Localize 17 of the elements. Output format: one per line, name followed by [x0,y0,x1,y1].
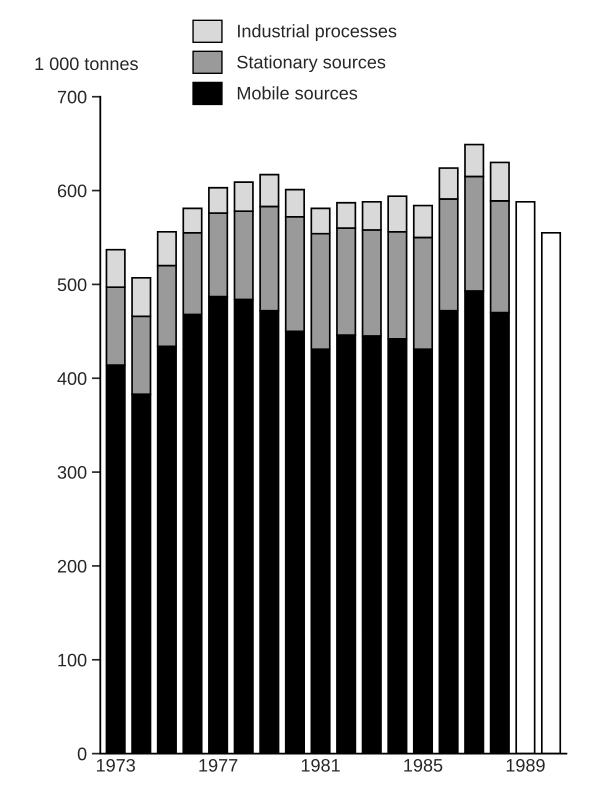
y-tick-label: 300 [58,466,86,479]
x-tick-label: 1981 [302,758,340,772]
x-tick-label: 1973 [96,758,135,772]
x-tick-label: 1977 [199,758,238,772]
y-tick-label: 200 [58,560,86,573]
y-tick-label: 400 [57,372,86,385]
legend-label: Mobile sources [238,86,358,100]
y-tick-label: 100 [58,654,86,666]
x-tick-label: 1985 [404,758,442,772]
x-tick-label: 1989 [506,758,545,772]
legend-label: Stationary sources [237,55,386,72]
y-tick-label: 0 [78,748,86,760]
y-tick-label: 600 [58,184,86,198]
y-tick-label: 500 [58,278,86,292]
legend-label: Industrial processes [238,24,396,41]
y-axis-title: 1 000 tonnes [35,57,138,70]
y-tick-label: 700 [58,90,86,104]
